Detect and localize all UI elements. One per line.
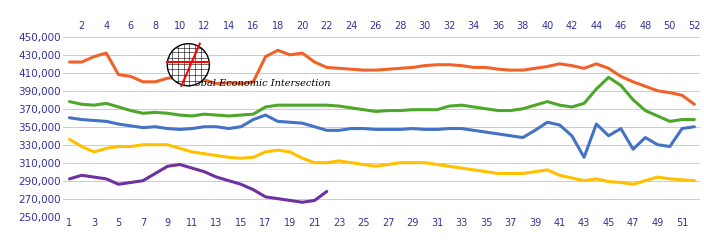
- Circle shape: [168, 44, 209, 86]
- Text: Global Economic Intersection: Global Economic Intersection: [184, 79, 331, 88]
